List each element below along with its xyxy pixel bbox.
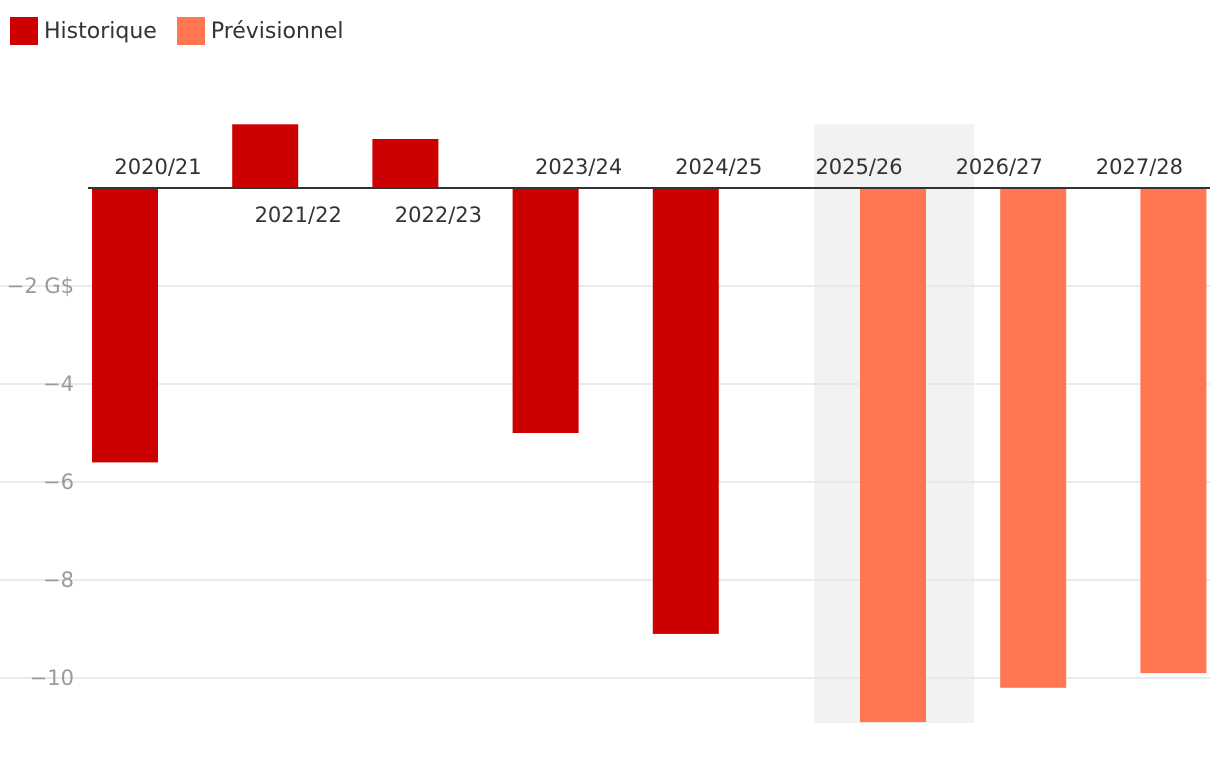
legend-item-historical: Historique: [10, 17, 157, 45]
category-label: 2024/25: [675, 155, 762, 179]
category-label: 2021/22: [255, 203, 342, 227]
category-label: 2026/27: [956, 155, 1043, 179]
historical-bar: [92, 188, 158, 463]
y-tick-label: −8: [43, 568, 74, 592]
historical-bar: [372, 139, 439, 188]
legend-swatch-forecast: [176, 17, 205, 45]
y-tick-label: −2 G$: [7, 274, 74, 298]
category-label: 2020/21: [114, 155, 201, 179]
y-tick-label: −6: [43, 470, 74, 494]
legend-item-forecast: Prévisionnel: [176, 17, 344, 45]
historical-bar: [652, 188, 719, 634]
y-tick-label: −10: [30, 666, 74, 690]
historical-bar: [232, 124, 299, 188]
y-tick-label: −4: [43, 372, 74, 396]
forecast-bar: [1140, 188, 1207, 674]
category-label: 2022/23: [395, 203, 482, 227]
legend-label-historical: Historique: [44, 18, 157, 44]
legend-label-forecast: Prévisionnel: [210, 18, 344, 44]
category-label: 2027/28: [1096, 155, 1183, 179]
legend-swatch-historical: [10, 17, 38, 45]
forecast-bar: [1000, 188, 1067, 688]
category-label: 2023/24: [535, 155, 622, 179]
category-label: 2025/26: [815, 155, 902, 179]
historical-bar: [512, 188, 579, 433]
legend: Historique Prévisionnel: [10, 16, 364, 46]
forecast-bar: [860, 188, 926, 723]
